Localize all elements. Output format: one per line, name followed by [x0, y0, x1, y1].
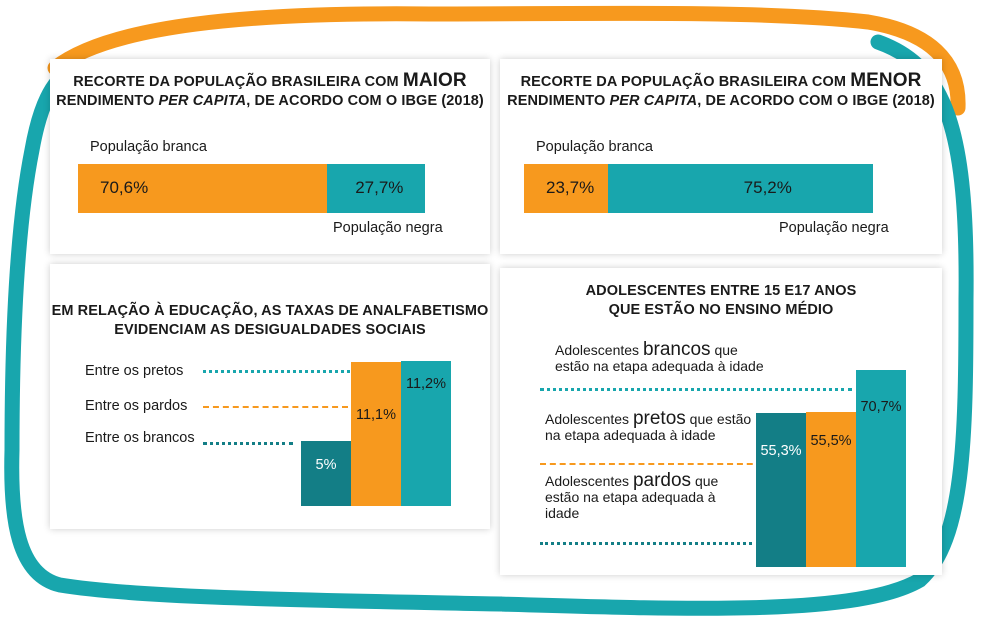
leader-line-brancos: [203, 442, 293, 445]
value-label: 27,7%: [355, 178, 404, 197]
bar-value-label: 5%: [315, 457, 337, 474]
bar-value-label: 11,1%: [355, 407, 397, 424]
bar-segment-branca: 23,7%: [524, 164, 608, 213]
title-emphasis: MAIOR: [402, 70, 467, 91]
legend-populacao-negra: População negra: [779, 220, 889, 236]
panel-title: ADOLESCENTES ENTRE 15 E17 ANOS QUE ESTÃO…: [585, 283, 857, 318]
legend-populacao-branca: População branca: [90, 139, 207, 155]
panel-ensino-medio: ADOLESCENTES ENTRE 15 E17 ANOS QUE ESTÃO…: [500, 268, 942, 575]
bar-value-label: 55,5%: [810, 433, 852, 450]
bar-pardos: 55,3%: [756, 412, 806, 567]
category-label-pardos: Adolescentes pardos que estão na etapa a…: [545, 470, 719, 521]
bar-brancos: 70,7%: [856, 369, 906, 567]
bar-pretos: 55,5%: [806, 412, 856, 567]
bar-value-label: 70,7%: [860, 398, 902, 415]
leader-line-pretos: [203, 370, 398, 373]
legend-populacao-branca: População branca: [536, 139, 653, 155]
bar-pardos: 11,1%: [351, 362, 401, 506]
leader-line-pretos: [540, 463, 802, 465]
value-label: 75,2%: [743, 178, 792, 197]
panel-title: EM RELAÇÃO À EDUCAÇÃO, AS TAXAS DE ANALF…: [51, 303, 489, 338]
panel-maior-rendimento: RECORTE DA POPULAÇÃO BRASILEIRA COM MAIO…: [50, 59, 490, 254]
leader-line-pardos: [203, 406, 348, 408]
bar-value-label: 11,2%: [405, 375, 447, 392]
bar-pretos: 11,2%: [401, 360, 451, 506]
category-label-brancos: Entre os brancos: [85, 430, 195, 446]
legend-populacao-negra: População negra: [333, 220, 443, 236]
category-label-pretos: Entre os pretos: [85, 363, 184, 379]
leader-line-pardos: [540, 542, 752, 545]
orange-swoosh: [47, 5, 966, 116]
bar-segment-negra: 27,7%: [327, 164, 425, 213]
category-label-pardos: Entre os pardos: [85, 398, 188, 414]
bar-segment-branca: 70,6%: [78, 164, 328, 213]
panel-title: RECORTE DA POPULAÇÃO BRASILEIRA COM MAIO…: [56, 70, 484, 109]
panel-analfabetismo: EM RELAÇÃO À EDUCAÇÃO, AS TAXAS DE ANALF…: [50, 264, 490, 529]
leader-line-brancos: [540, 388, 852, 391]
category-label-brancos: Adolescentes brancos que estão na etapa …: [555, 339, 764, 374]
teal-swoosh: [4, 34, 974, 616]
panel-title: RECORTE DA POPULAÇÃO BRASILEIRA COM MENO…: [507, 70, 935, 109]
bar-brancos: 5%: [301, 441, 351, 506]
panel-menor-rendimento: RECORTE DA POPULAÇÃO BRASILEIRA COM MENO…: [500, 59, 942, 254]
bar-value-label: 55,3%: [760, 442, 802, 459]
title-emphasis: MENOR: [850, 70, 922, 91]
bar-segment-negra: 75,2%: [607, 164, 874, 213]
category-label-pretos: Adolescentes pretos que estão na etapa a…: [545, 408, 752, 443]
value-label: 23,7%: [546, 178, 595, 197]
value-label: 70,6%: [100, 178, 149, 197]
